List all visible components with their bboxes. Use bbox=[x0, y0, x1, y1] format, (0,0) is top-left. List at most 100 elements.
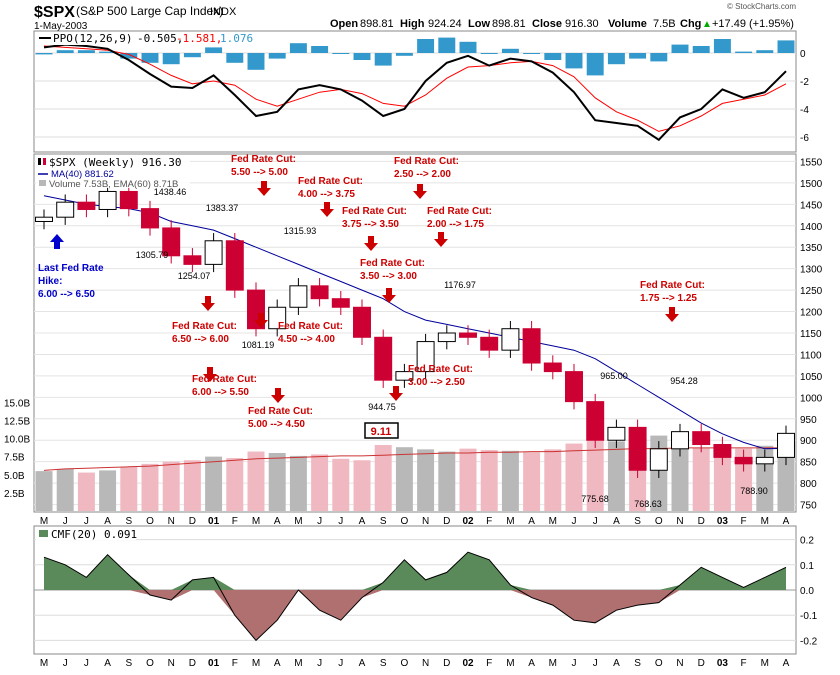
x-axis-month-label: 02 bbox=[462, 516, 474, 527]
volume-label: Volume bbox=[608, 18, 647, 30]
candle-body bbox=[692, 431, 711, 446]
fed-annotation-title: Fed Rate Cut: bbox=[248, 406, 313, 417]
ppo-histogram-bar bbox=[586, 53, 604, 76]
down-arrow-icon bbox=[320, 202, 334, 217]
ppo-tick-label: -2 bbox=[800, 77, 809, 88]
x-axis-month-label: S bbox=[125, 658, 132, 669]
ppo-signal-line bbox=[43, 45, 787, 132]
price-tick-label: 1500 bbox=[800, 179, 823, 190]
ppo-legend-name: PPO(12,26,9) bbox=[53, 32, 132, 45]
ppo-histogram-bar bbox=[544, 53, 562, 60]
fed-annotation-title: Last Fed Rate bbox=[38, 263, 104, 274]
fed-annotation: Fed Rate Cut: 5.50 --> 5.00 bbox=[231, 154, 296, 196]
fed-annotation-title: Fed Rate Cut: bbox=[231, 154, 296, 165]
x-axis-month-label: J bbox=[338, 658, 343, 669]
ppo-histogram-bar bbox=[311, 46, 329, 53]
volume-bar bbox=[501, 450, 519, 511]
candle-body bbox=[35, 216, 53, 222]
price-legend-title: $SPX (Weekly) 916.30 bbox=[49, 156, 181, 169]
volume-bar bbox=[438, 451, 456, 511]
x-axis-month-label: J bbox=[63, 516, 68, 527]
candle-body bbox=[56, 201, 75, 218]
volume-bar bbox=[713, 446, 731, 511]
price-tick-label: 1050 bbox=[800, 372, 823, 383]
ppo-tick-label: -6 bbox=[800, 133, 809, 144]
fed-annotation-rate: 6.50 --> 6.00 bbox=[172, 334, 229, 345]
fed-rate-annotations: Last Fed Rate Hike: 6.00 --> 6.50 Fed Rate … bbox=[38, 154, 705, 430]
x-axis-month-label: F bbox=[232, 658, 238, 669]
fed-annotation-title: Fed Rate Cut: bbox=[360, 258, 425, 269]
x-axis-month-label: J bbox=[84, 516, 89, 527]
cmf-tick-label: 0.2 bbox=[800, 536, 814, 547]
fed-annotation-rate: 4.00 --> 3.75 bbox=[298, 189, 355, 200]
fed-annotation: Fed Rate Cut: 1.75 --> 1.25 bbox=[640, 280, 705, 322]
volume-bar bbox=[480, 450, 498, 511]
fed-annotation-title: Fed Rate Cut: bbox=[394, 156, 459, 167]
price-panel: 1550 1500 1450 1400 1350 1300 1250 1200 1150 1100… bbox=[4, 153, 823, 513]
price-legend-bg bbox=[36, 155, 190, 188]
chart-symbol: $SPX bbox=[34, 4, 75, 21]
ppo-histogram-bar bbox=[374, 53, 392, 66]
candle-body bbox=[119, 190, 138, 210]
ppo-histogram-bar bbox=[713, 39, 731, 53]
open-label: Open bbox=[330, 18, 358, 30]
low-label: Low bbox=[468, 18, 490, 30]
ppo-histogram-bar bbox=[777, 40, 795, 53]
high-label: High bbox=[400, 18, 425, 30]
price-callout: 1176.97 bbox=[444, 280, 476, 290]
ppo-histogram-bar bbox=[289, 43, 307, 53]
x-axis-month-label: O bbox=[146, 516, 154, 527]
price-callout: 944.75 bbox=[368, 402, 396, 412]
fed-annotation: Fed Rate Cut: 5.00 --> 4.50 bbox=[248, 388, 313, 430]
ppo-histogram bbox=[35, 37, 795, 76]
price-callout: 1081.19 bbox=[242, 340, 275, 350]
up-arrow-icon bbox=[50, 234, 64, 249]
ppo-histogram-bar bbox=[480, 53, 498, 54]
x-axis-month-label: 03 bbox=[717, 658, 729, 669]
x-axis-month-label: J bbox=[593, 658, 598, 669]
price-tick-label: 1250 bbox=[800, 286, 823, 297]
x-axis-month-label: M bbox=[252, 516, 260, 527]
candle-body bbox=[437, 332, 456, 343]
ppo-histogram-bar bbox=[756, 50, 774, 53]
fed-annotation-title: Fed Rate Cut: bbox=[192, 374, 257, 385]
candle-body bbox=[289, 285, 308, 308]
ppo-panel: 0 -2 -4 -6 PPO(12,26,9) -0.505, -1.581, 1.0… bbox=[33, 30, 809, 153]
chg-up-arrow-icon: ▲ bbox=[702, 19, 712, 30]
candle-body bbox=[649, 448, 668, 471]
x-axis-month-label: J bbox=[317, 658, 322, 669]
price-callout: 1383.37 bbox=[206, 203, 239, 213]
chart-date: 1-May-2003 bbox=[34, 21, 88, 32]
x-axis-month-label: 02 bbox=[462, 658, 474, 669]
candle-body bbox=[374, 336, 393, 381]
candle-body bbox=[565, 371, 583, 403]
cmf-x-axis: M J J A S O N D 01 F M A M J J A S O N D 02 F M A M J J A S O N D 03 F M A bbox=[40, 658, 790, 669]
x-axis-month-label: A bbox=[783, 658, 790, 669]
candle-body bbox=[607, 426, 626, 441]
x-axis-month-label: N bbox=[168, 516, 175, 527]
x-axis-month-label: D bbox=[189, 516, 196, 527]
volume-bar bbox=[544, 449, 562, 511]
x-axis-month-label: F bbox=[741, 516, 747, 527]
candle-body bbox=[416, 341, 435, 373]
fed-annotation-rate: 4.50 --> 4.00 bbox=[278, 334, 335, 345]
ppo-histogram-bar bbox=[141, 53, 159, 63]
down-arrow-icon bbox=[271, 388, 285, 403]
fed-annotation: Fed Rate Cut: 3.00 --> 2.50 bbox=[389, 364, 473, 401]
price-tick-label: 1300 bbox=[800, 265, 823, 276]
volume-bar bbox=[35, 471, 53, 511]
volume-axis-ticks: 15.0B 12.5B 10.0B 7.5B 5.0B 2.5B bbox=[4, 398, 30, 500]
candle-body bbox=[204, 240, 223, 265]
volume-bar bbox=[332, 458, 350, 511]
x-axis-month-label: 01 bbox=[208, 658, 220, 669]
ppo-histogram-bar bbox=[501, 48, 519, 53]
chart-index-name: (S&P 500 Large Cap Index) bbox=[76, 4, 223, 18]
cmf-tick-label: -0.1 bbox=[800, 611, 818, 622]
x-axis-month-label: M bbox=[294, 516, 302, 527]
fed-annotation: Fed Rate Cut: 2.50 --> 2.00 bbox=[394, 156, 459, 199]
x-axis-month-label: J bbox=[572, 516, 577, 527]
ppo-histogram-bar bbox=[35, 53, 53, 55]
volume-bar bbox=[311, 454, 329, 511]
x-axis-month-label: A bbox=[359, 516, 366, 527]
